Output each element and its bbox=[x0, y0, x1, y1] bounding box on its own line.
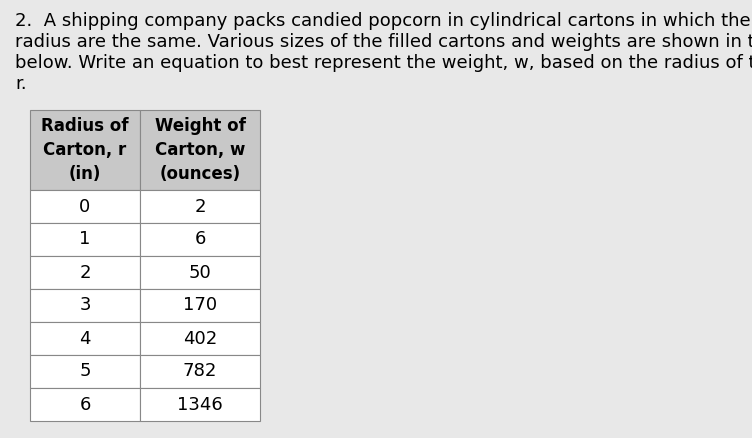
Text: below. Write an equation to best represent the weight, w, based on the radius of: below. Write an equation to best represe… bbox=[15, 54, 752, 72]
Bar bbox=[140, 388, 260, 421]
Bar bbox=[140, 289, 260, 322]
Text: 5: 5 bbox=[79, 363, 91, 381]
Text: r.: r. bbox=[15, 75, 26, 93]
Bar bbox=[140, 322, 260, 355]
Bar bbox=[30, 355, 140, 388]
Text: 1346: 1346 bbox=[177, 396, 223, 413]
Bar bbox=[30, 388, 140, 421]
Text: 2: 2 bbox=[194, 198, 206, 215]
Bar bbox=[140, 256, 260, 289]
Text: 4: 4 bbox=[79, 329, 91, 347]
Bar bbox=[140, 355, 260, 388]
Bar bbox=[140, 110, 260, 190]
Bar bbox=[30, 223, 140, 256]
Bar bbox=[30, 289, 140, 322]
Bar bbox=[30, 110, 140, 190]
Text: 1: 1 bbox=[79, 230, 91, 248]
Text: 402: 402 bbox=[183, 329, 217, 347]
Text: 2: 2 bbox=[79, 264, 91, 282]
Text: 3: 3 bbox=[79, 297, 91, 314]
Text: 0: 0 bbox=[80, 198, 91, 215]
Text: 782: 782 bbox=[183, 363, 217, 381]
Bar bbox=[140, 190, 260, 223]
Text: Weight of
Carton, w
(ounces): Weight of Carton, w (ounces) bbox=[155, 117, 245, 183]
Text: 6: 6 bbox=[79, 396, 91, 413]
Bar bbox=[30, 322, 140, 355]
Bar bbox=[140, 223, 260, 256]
Text: 6: 6 bbox=[194, 230, 206, 248]
Text: Radius of
Carton, r
(in): Radius of Carton, r (in) bbox=[41, 117, 129, 183]
Text: 50: 50 bbox=[189, 264, 211, 282]
Text: 2.  A shipping company packs candied popcorn in cylindrical cartons in which the: 2. A shipping company packs candied popc… bbox=[15, 12, 752, 30]
Text: 170: 170 bbox=[183, 297, 217, 314]
Bar bbox=[30, 256, 140, 289]
Bar bbox=[30, 190, 140, 223]
Text: radius are the same. Various sizes of the filled cartons and weights are shown i: radius are the same. Various sizes of th… bbox=[15, 33, 752, 51]
